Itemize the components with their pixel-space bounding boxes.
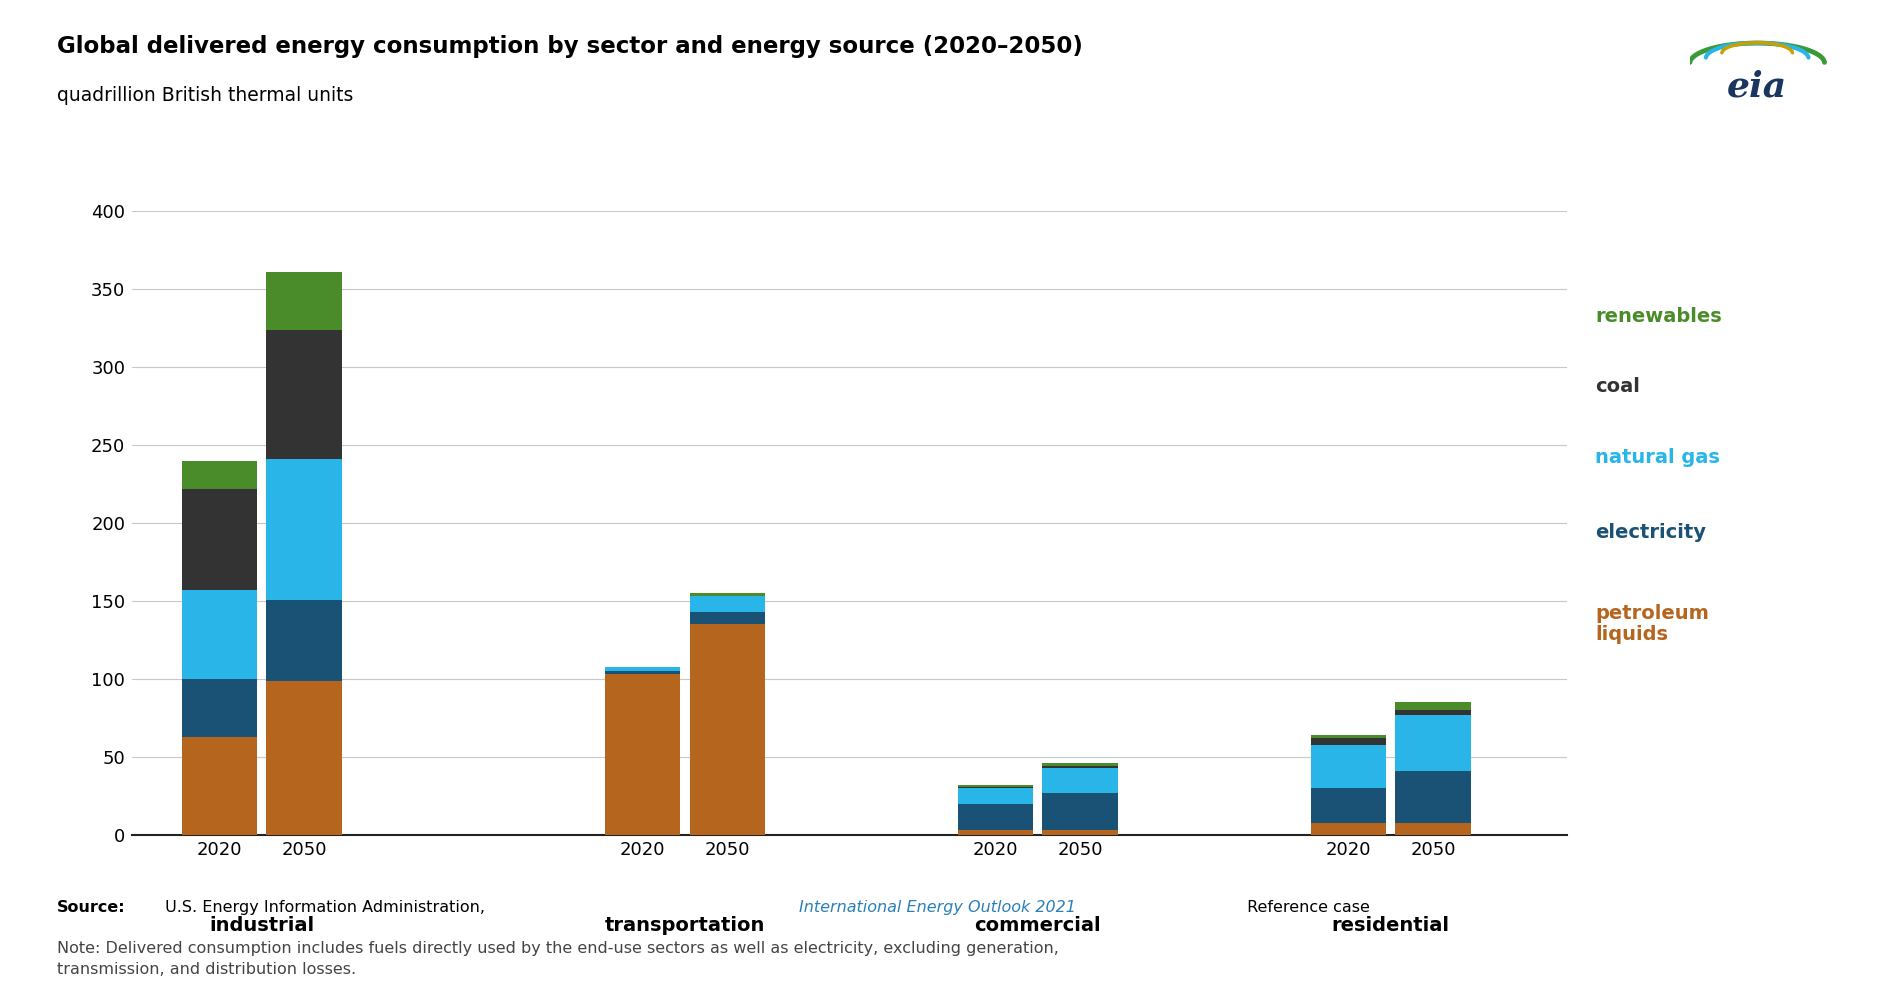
Text: transportation: transportation [604,916,765,935]
Bar [957,785,1033,787]
Text: residential: residential [1331,916,1450,935]
Text: eia: eia [1728,69,1788,104]
Text: renewables: renewables [1595,307,1722,326]
Bar [1395,702,1471,710]
Text: industrial: industrial [210,916,313,935]
Bar [689,625,765,835]
Text: commercial: commercial [974,916,1101,935]
Bar [266,681,342,835]
Bar [1042,768,1118,793]
Bar [1310,823,1386,835]
Bar [1042,764,1118,767]
Bar [689,594,765,597]
Bar [1042,830,1118,835]
Bar [266,272,342,330]
Bar [1310,744,1386,789]
Bar [957,789,1033,804]
Bar [1395,715,1471,771]
Text: U.S. Energy Information Administration,: U.S. Energy Information Administration, [160,900,491,915]
Text: electricity: electricity [1595,523,1707,542]
Bar [604,674,680,835]
Bar [604,671,680,674]
Text: Source:: Source: [57,900,125,915]
Bar [689,612,765,625]
Bar [1395,710,1471,715]
Bar [1310,735,1386,738]
Text: Note: Delivered consumption includes fuels directly used by the end-use sectors : Note: Delivered consumption includes fue… [57,941,1059,977]
Text: natural gas: natural gas [1595,448,1720,467]
Bar [1310,789,1386,823]
Text: Global delivered energy consumption by sector and energy source (2020–2050): Global delivered energy consumption by s… [57,35,1082,58]
Bar [957,787,1033,789]
Bar [1395,823,1471,835]
Bar [1310,738,1386,744]
Bar [1042,767,1118,768]
Bar [957,830,1033,835]
Bar [181,679,257,736]
Bar [604,667,680,671]
Text: petroleum
liquids: petroleum liquids [1595,604,1709,644]
Bar [1395,771,1471,823]
Bar [689,597,765,612]
Bar [181,736,257,835]
Bar [266,600,342,681]
Text: quadrillion British thermal units: quadrillion British thermal units [57,86,353,105]
Text: Reference case: Reference case [1242,900,1371,915]
Bar [957,804,1033,830]
Bar [266,330,342,459]
Bar [266,459,342,600]
Bar [181,461,257,489]
Bar [181,489,257,591]
Text: coal: coal [1595,377,1641,396]
Bar [181,591,257,679]
Bar [1042,793,1118,830]
Text: International Energy Outlook 2021: International Energy Outlook 2021 [799,900,1076,915]
